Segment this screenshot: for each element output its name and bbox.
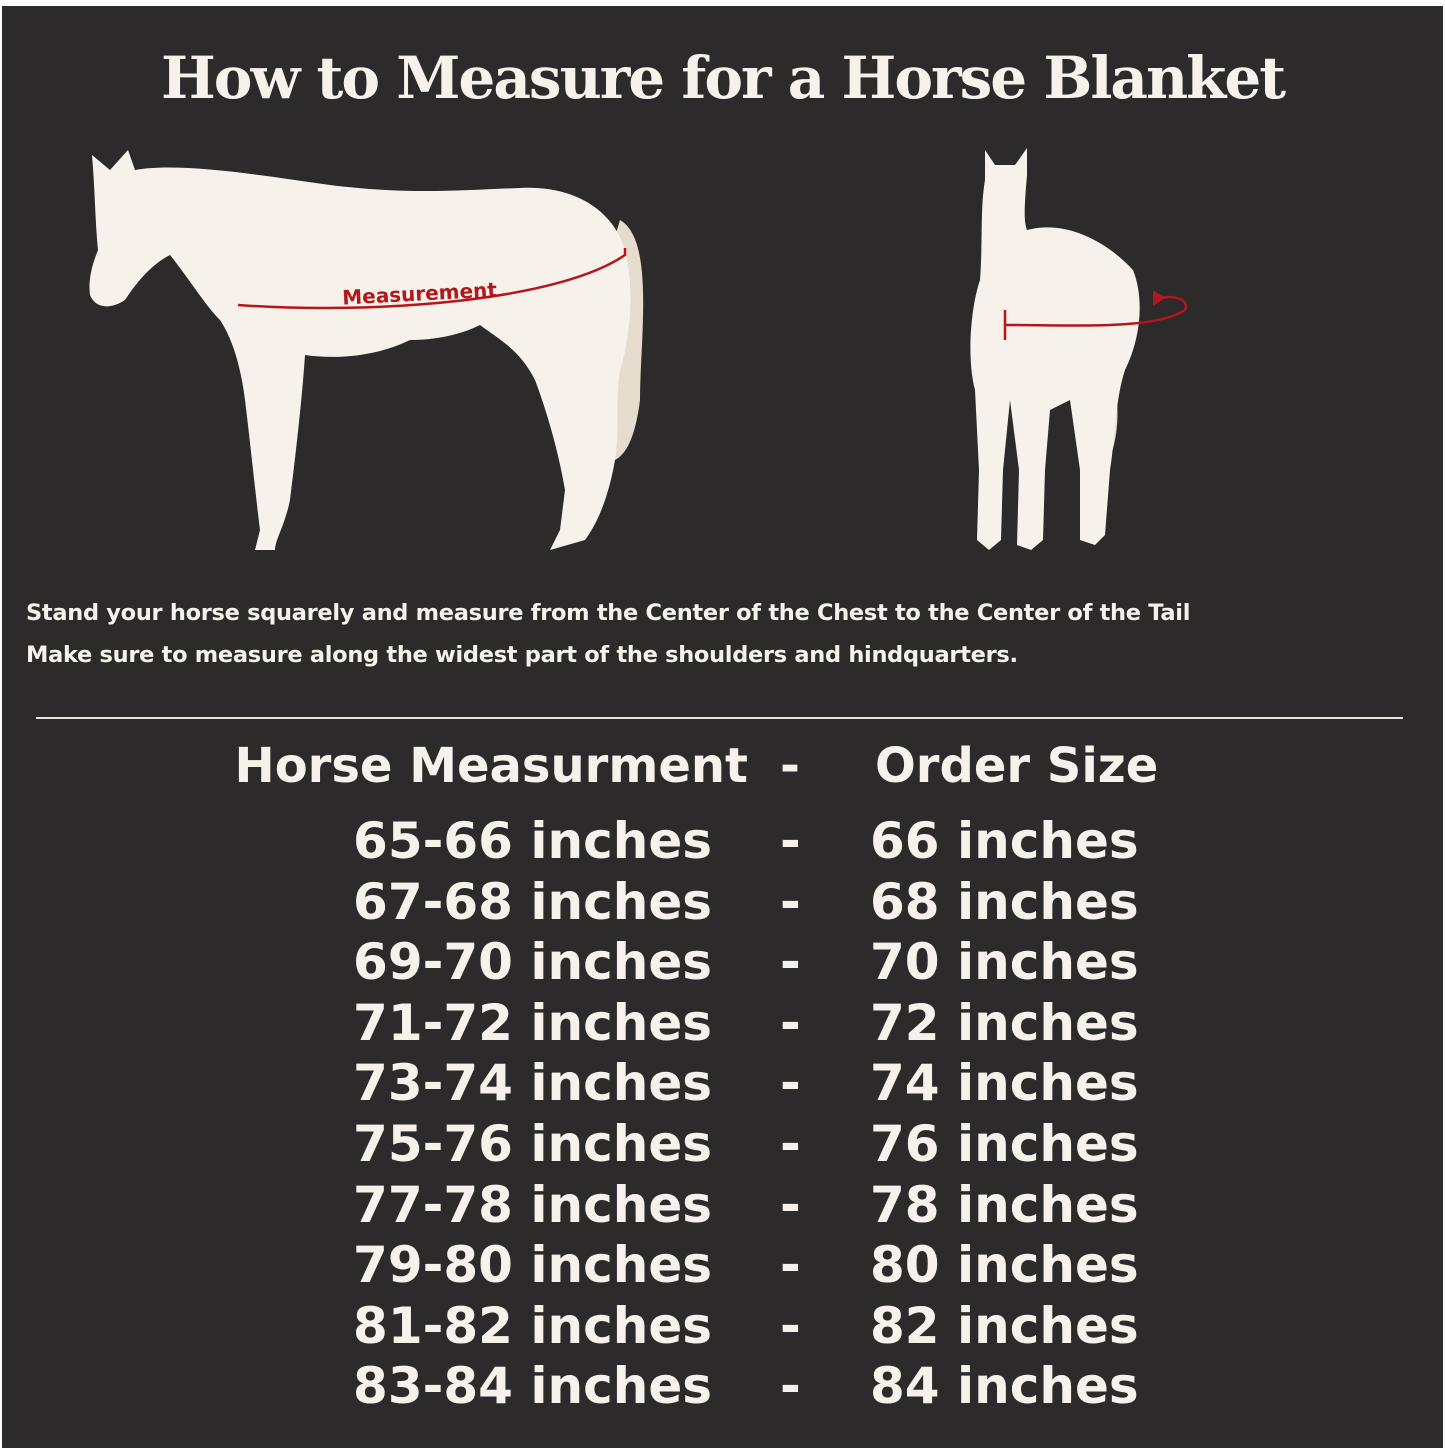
order-size-cell: 72 inches — [870, 993, 1139, 1052]
table-row: 79-80 inches - 80 inches — [0, 1236, 1445, 1296]
order-size-cell: 68 inches — [870, 872, 1139, 931]
instruction-line-1: Stand your horse squarely and measure fr… — [26, 600, 1191, 626]
separator: - — [780, 1357, 801, 1416]
horse-measurement-cell: 69-70 inches — [353, 933, 712, 992]
table-header: Horse Measurment - Order Size — [0, 738, 1445, 798]
horse-measurement-cell: 73-74 inches — [353, 1054, 712, 1113]
instruction-line-2: Make sure to measure along the widest pa… — [26, 642, 1018, 668]
measurement-line — [1003, 295, 1188, 340]
horse-measurement-cell: 71-72 inches — [353, 993, 712, 1052]
table-row: 77-78 inches - 78 inches — [0, 1176, 1445, 1236]
front-horse-illustration — [970, 148, 1188, 550]
separator: - — [780, 1115, 801, 1173]
header-separator: - — [780, 738, 800, 794]
order-size-cell: 82 inches — [870, 1296, 1139, 1355]
separator: - — [780, 812, 801, 870]
arrow-icon — [1153, 290, 1165, 306]
separator: - — [780, 1296, 801, 1355]
separator: - — [780, 1175, 801, 1234]
table-row: 73-74 inches - 74 inches — [0, 1054, 1445, 1114]
horse-measurement-cell: 67-68 inches — [353, 872, 712, 931]
order-size-cell: 76 inches — [870, 1115, 1139, 1173]
table-row: 67-68 inches - 68 inches — [0, 873, 1445, 933]
horse-measurement-cell: 75-76 inches — [353, 1115, 712, 1173]
table-row: 81-82 inches - 82 inches — [0, 1297, 1445, 1357]
table-row: 65-66 inches - 66 inches — [0, 812, 1445, 872]
horse-measurement-cell: 77-78 inches — [353, 1175, 712, 1234]
table-row: 83-84 inches - 84 inches — [0, 1357, 1445, 1417]
side-horse-illustration: Measurement — [89, 150, 644, 550]
horse-measurement-cell: 65-66 inches — [353, 812, 712, 870]
order-size-cell: 70 inches — [870, 933, 1139, 992]
separator: - — [780, 1236, 801, 1295]
separator: - — [780, 933, 801, 992]
horse-measurement-cell: 79-80 inches — [353, 1236, 712, 1295]
page-title: How to Measure for a Horse Blanket — [160, 44, 1286, 112]
table-row: 69-70 inches - 70 inches — [0, 933, 1445, 993]
order-size-cell: 84 inches — [870, 1357, 1139, 1416]
horse-measurement-cell: 83-84 inches — [353, 1357, 712, 1416]
horse-body — [970, 148, 1140, 550]
horse-body — [89, 150, 631, 550]
header-order-size: Order Size — [875, 738, 1159, 794]
separator: - — [780, 1054, 801, 1113]
order-size-cell: 80 inches — [870, 1236, 1139, 1295]
order-size-cell: 66 inches — [870, 812, 1139, 870]
separator: - — [780, 993, 801, 1052]
header-horse-measurement: Horse Measurment — [234, 738, 748, 794]
order-size-cell: 74 inches — [870, 1054, 1139, 1113]
separator: - — [780, 872, 801, 931]
divider — [36, 717, 1403, 719]
horse-measurement-cell: 81-82 inches — [353, 1296, 712, 1355]
order-size-cell: 78 inches — [870, 1175, 1139, 1234]
table-row: 71-72 inches - 72 inches — [0, 994, 1445, 1054]
measurement-line — [237, 248, 627, 310]
table-row: 75-76 inches - 76 inches — [0, 1115, 1445, 1175]
